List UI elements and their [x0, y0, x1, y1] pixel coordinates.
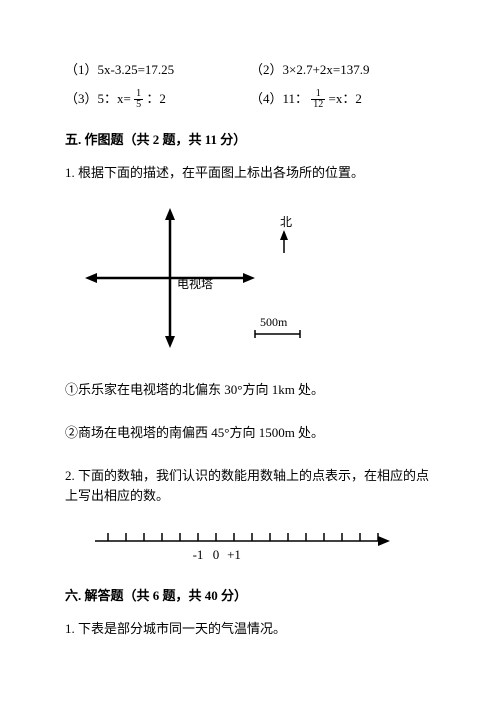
section-6-title: 六. 解答题（共 6 题，共 40 分） — [65, 586, 435, 607]
equation-1: （1）5x-3.25=17.25 — [65, 60, 250, 81]
eq4-pre: （4）11： — [250, 91, 311, 106]
question-5-1: 1. 根据下面的描述，在平面图上标出各场所的位置。 — [65, 163, 435, 184]
tower-label: 电视塔 — [177, 276, 213, 291]
north-label: 北 — [280, 215, 292, 229]
section-5-title: 五. 作图题（共 2 题，共 11 分） — [65, 130, 435, 151]
compass-diagram: 电视塔 北 500m — [65, 198, 325, 358]
eq3-post: ：2 — [143, 91, 166, 106]
equation-3: （3）5：x= 15 ：2 — [65, 89, 250, 111]
sub-question-2: ②商场在电视塔的南偏西 45°方向 1500m 处。 — [65, 423, 435, 444]
eq3-pre: （3）5：x= — [65, 91, 134, 106]
sub-question-1: ①乐乐家在电视塔的北偏东 30°方向 1km 处。 — [65, 380, 435, 401]
equation-4: （4）11： 112 =x：2 — [250, 89, 435, 111]
eq4-post: =x：2 — [325, 91, 362, 106]
numline-label-0: 0 — [213, 547, 220, 562]
fraction-1-5: 15 — [134, 89, 143, 110]
number-line: -1 0 +1 — [85, 521, 405, 566]
question-6-1: 1. 下表是部分城市同一天的气温情况。 — [65, 619, 435, 640]
fraction-1-12: 112 — [311, 89, 325, 110]
numline-label-pos1: +1 — [227, 547, 241, 562]
numline-label-neg1: -1 — [193, 547, 204, 562]
scale-label: 500m — [260, 315, 288, 329]
equation-2: （2）3×2.7+2x=137.9 — [250, 60, 435, 81]
question-5-2: 2. 下面的数轴，我们认识的数能用数轴上的点表示，在相应的点上写出相应的数。 — [65, 466, 435, 508]
